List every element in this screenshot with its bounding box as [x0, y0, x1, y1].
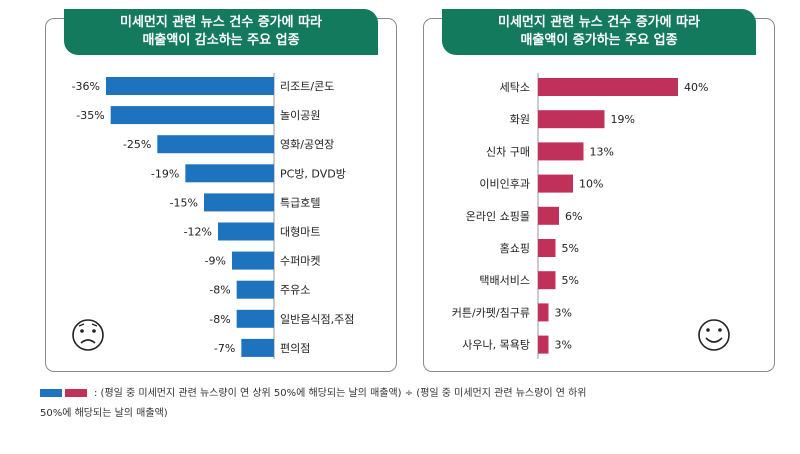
increase-value-label: 10%: [579, 178, 603, 191]
decrease-title-line1: 미세먼지 관련 뉴스 건수 증가에 따라: [119, 15, 323, 30]
increase-bar: [538, 174, 573, 193]
increase-category-label: 이비인후과: [479, 178, 530, 191]
increase-bar: [538, 239, 556, 257]
decrease-value-label: -19%: [151, 167, 179, 180]
increase-bar: [538, 335, 549, 354]
legend: : (평일 중 미세먼지 관련 뉴스량이 연 상위 50%에 해당되는 날의 매…: [40, 384, 770, 424]
increase-value-label: 13%: [590, 145, 614, 158]
increase-category-label: 세탁소: [500, 81, 530, 94]
legend-text-line2: 50%에 해당되는 날의 매출액): [40, 408, 168, 419]
decrease-bar: [185, 164, 274, 183]
increase-value-label: 19%: [611, 113, 635, 126]
decrease-bar-chart: -36% 리조트/콘도 -35% 놀이공원 -25% 영화/공연장 -19% PC방, DVD…: [72, 73, 354, 359]
increase-bar: [538, 206, 559, 225]
decrease-chart-title: 미세먼지 관련 뉴스 건수 증가에 따라 매출액이 감소하는 주요 업종: [64, 9, 378, 55]
decrease-chart-panel: 미세먼지 관련 뉴스 건수 증가에 따라 매출액이 감소하는 주요 업종 -36…: [45, 9, 397, 372]
decrease-bar: [157, 135, 274, 154]
decrease-bar: [232, 251, 274, 270]
increase-value-label: 40%: [684, 81, 708, 94]
decrease-category-label: 영화/공연장: [280, 138, 334, 151]
increase-value-label: 5%: [562, 242, 579, 255]
decrease-category-label: 리조트/콘도: [280, 80, 334, 93]
decrease-category-label: 대형마트: [280, 226, 320, 239]
decrease-value-label: -8%: [209, 284, 230, 297]
increase-title-line1: 미세먼지 관련 뉴스 건수 증가에 따라: [497, 15, 701, 30]
increase-value-label: 3%: [555, 339, 572, 352]
decrease-value-label: -25%: [123, 138, 151, 151]
increase-bar: [538, 110, 605, 129]
decrease-value-label: -9%: [205, 255, 226, 268]
decrease-category-label: 특급호텔: [280, 196, 320, 209]
increase-category-label: 사우나, 목욕탕: [462, 339, 530, 352]
increase-color-swatch: [65, 389, 87, 397]
decrease-value-label: -36%: [72, 80, 100, 93]
increase-category-label: 온라인 쇼핑몰: [466, 210, 530, 223]
smiley-face-icon: [698, 319, 730, 351]
increase-bar: [538, 142, 584, 161]
legend-text: : (평일 중 미세먼지 관련 뉴스량이 연 상위 50%에 해당되는 날의 매…: [94, 388, 587, 399]
increase-bar-chart: 40% 세탁소 19% 화원 13% 신차 구매 10% 이비인후과 6% 온라인 쇼핑몰 5% 홈쇼…: [452, 73, 730, 359]
increase-category-label: 신차 구매: [486, 145, 530, 158]
decrease-bar: [110, 106, 275, 125]
decrease-bar: [218, 222, 274, 241]
decrease-category-label: 일반음식점,주점: [280, 312, 354, 326]
increase-bar: [538, 271, 556, 290]
decrease-bar: [241, 338, 274, 357]
increase-chart-title: 미세먼지 관련 뉴스 건수 증가에 따라 매출액이 증가하는 주요 업종: [442, 9, 756, 55]
increase-category-label: 택배서비스: [479, 274, 530, 287]
decrease-color-swatch: [40, 389, 62, 397]
decrease-bar: [204, 193, 274, 212]
decrease-bar: [236, 309, 274, 328]
decrease-value-label: -8%: [209, 313, 230, 326]
increase-value-label: 3%: [555, 306, 572, 319]
decrease-value-label: -7%: [214, 342, 235, 355]
increase-value-label: 6%: [565, 210, 582, 223]
increase-chart-panel: 미세먼지 관련 뉴스 건수 증가에 따라 매출액이 증가하는 주요 업종 40%…: [423, 9, 775, 372]
decrease-category-label: 편의점: [280, 342, 310, 355]
decrease-category-label: 주유소: [280, 284, 310, 297]
increase-bar: [538, 303, 549, 322]
decrease-value-label: -35%: [76, 109, 104, 122]
increase-category-label: 화원: [510, 113, 530, 126]
sad-face-icon: [72, 319, 104, 351]
increase-category-label: 커튼/카펫/침구류: [452, 306, 530, 319]
increase-value-label: 5%: [562, 274, 579, 287]
decrease-value-label: -15%: [170, 196, 198, 209]
decrease-title-line2: 매출액이 감소하는 주요 업종: [142, 33, 300, 48]
increase-title-line2: 매출액이 증가하는 주요 업종: [520, 33, 678, 48]
decrease-value-label: -12%: [184, 226, 212, 239]
increase-category-label: 홈쇼핑: [500, 241, 530, 255]
decrease-bar: [236, 280, 274, 299]
increase-bar: [538, 78, 678, 96]
decrease-category-label: 수퍼마켓: [280, 255, 320, 268]
decrease-bar: [106, 77, 274, 95]
decrease-category-label: 놀이공원: [280, 109, 320, 122]
decrease-category-label: PC방, DVD방: [280, 167, 346, 180]
